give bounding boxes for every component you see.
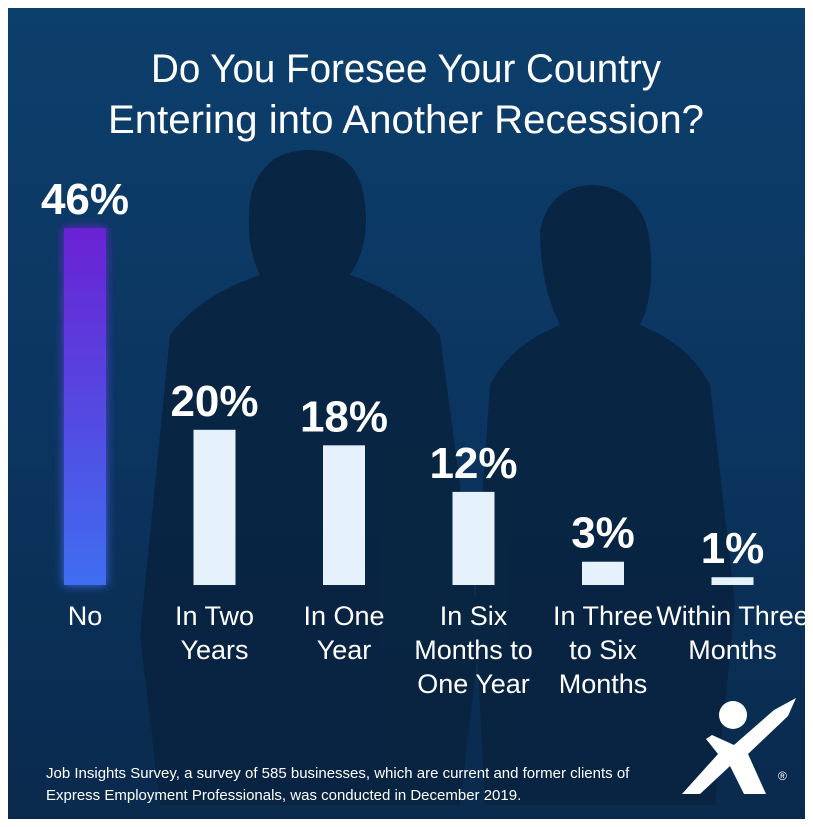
value-label: 3% [571, 509, 635, 558]
bar [452, 491, 495, 585]
x-tick-label: to Six [569, 635, 637, 665]
x-tick-label: In One [303, 601, 384, 631]
x-tick-label: In Two [175, 601, 254, 631]
bar [711, 577, 754, 585]
value-label: 18% [300, 392, 388, 441]
value-label: 1% [701, 524, 765, 573]
x-tick-label: Months to [414, 635, 533, 665]
bar [582, 561, 624, 585]
x-tick-label: Months [688, 635, 777, 665]
x-tick-label: In Three [553, 601, 653, 631]
chart-title: Entering into Another Recession? [108, 98, 704, 142]
silhouettes [140, 150, 735, 805]
x-tick-label: In Six [440, 601, 508, 631]
x-tick-label: Within Three [656, 601, 809, 631]
x-tick-label: Months [559, 669, 648, 699]
footnote: Job Insights Survey, a survey of 585 bus… [46, 765, 630, 782]
bar [64, 228, 106, 586]
value-label: 20% [170, 377, 258, 426]
x-tick-label: Year [317, 635, 372, 665]
footnote: Express Employment Professionals, was co… [46, 787, 521, 804]
x-tick-label: No [68, 601, 103, 631]
value-label: 46% [41, 175, 129, 224]
bar [323, 445, 365, 585]
logo-mark: ® [778, 769, 787, 783]
chart-title: Do You Foresee Your Country [151, 47, 661, 91]
logo [682, 698, 796, 794]
bar [193, 429, 236, 585]
value-label: 12% [429, 439, 517, 488]
x-tick-label: One Year [417, 669, 530, 699]
x-tick-label: Years [180, 635, 248, 665]
